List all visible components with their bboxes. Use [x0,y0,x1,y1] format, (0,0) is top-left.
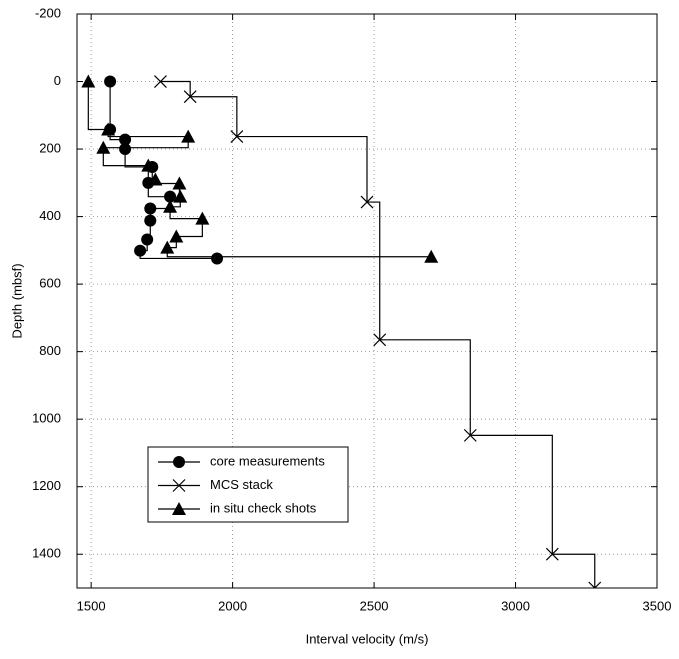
x-tick-label: 2500 [360,598,389,613]
legend-marker [172,479,186,492]
marker [211,252,224,265]
marker [588,581,602,588]
marker [160,240,175,254]
step-line [107,129,189,138]
y-tick-label: 0 [54,73,61,88]
legend-label: in situ check shots [210,500,317,515]
marker [141,233,154,246]
marker [163,199,178,213]
marker [173,189,188,203]
marker [101,122,116,136]
legend-marker [172,502,186,515]
step-line [367,201,381,340]
step-line [103,136,189,149]
marker [181,129,196,143]
x-tick-label: 1500 [77,598,106,613]
marker [195,211,210,225]
legend-marker [173,456,185,468]
marker [96,140,111,154]
y-tick-label: 400 [39,208,61,223]
marker [154,75,167,88]
step-line [160,80,191,97]
marker [463,428,477,442]
legend-label: MCS stack [210,477,273,492]
x-tick-label: 3000 [501,598,530,613]
step-line [87,81,109,131]
y-tick-label: 600 [39,276,61,291]
y-tick-label: -200 [35,5,61,20]
y-tick-label: 1400 [32,546,61,561]
legend-label: core measurements [210,453,325,468]
marker [141,158,156,172]
marker [134,244,147,257]
marker [172,176,187,190]
marker [164,190,177,203]
y-axis-title: Depth (mbsf) [9,263,24,338]
y-tick-label: 1000 [32,411,61,426]
marker [81,74,96,88]
marker [144,202,157,215]
marker [545,547,559,561]
marker [144,214,157,227]
y-tick-label: 200 [39,140,61,155]
marker [183,90,197,104]
marker [119,143,132,156]
x-tick-label: 2000 [218,598,247,613]
marker [104,75,117,88]
y-tick-label: 1200 [32,478,61,493]
marker [230,130,244,143]
x-axis-title: Interval velocity (m/s) [306,631,429,646]
plot-frame [76,13,658,589]
step-line [166,247,432,258]
marker [169,229,184,243]
step-line [552,553,596,588]
step-line [470,434,553,555]
x-tick-label: 3500 [643,598,672,613]
marker [148,172,163,186]
marker [360,195,374,209]
y-tick-label: 800 [39,343,61,358]
step-line [236,135,368,203]
step-line [379,339,471,436]
marker [424,249,439,263]
step-line [190,96,238,137]
marker [373,333,387,347]
